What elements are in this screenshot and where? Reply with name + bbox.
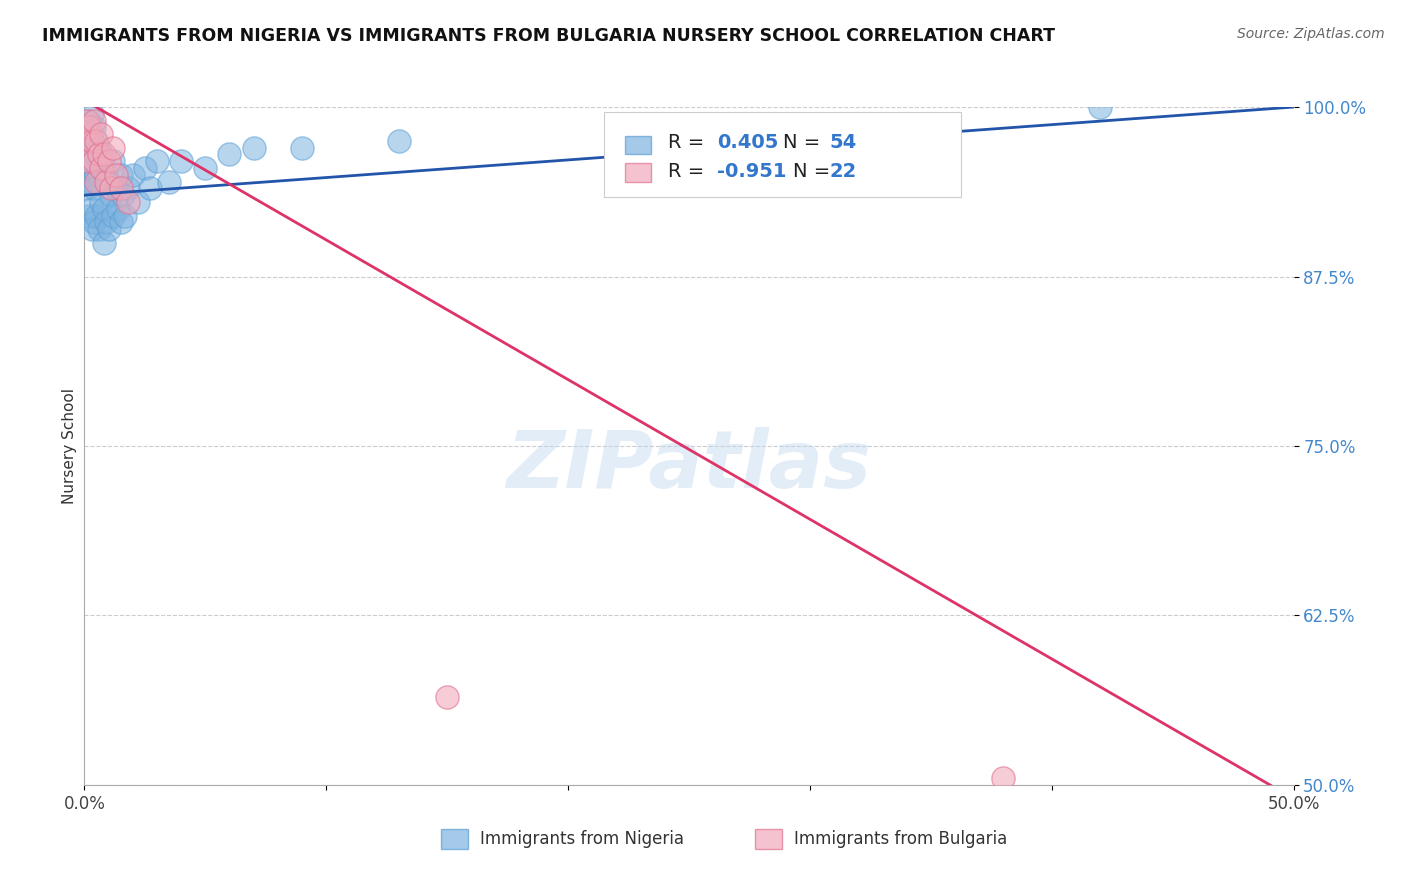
Point (76, 181, 98, 195)
Point (1088, 100, 1111, 114)
Point (218, 147, 240, 161)
Point (121, 168, 143, 182)
Point (86, 134, 108, 148)
Point (83, 147, 105, 161)
FancyBboxPatch shape (755, 829, 782, 849)
Point (90, 161, 112, 175)
Point (77, 134, 100, 148)
Point (76, 134, 98, 148)
Text: 22: 22 (830, 162, 856, 181)
Point (94, 168, 117, 182)
FancyBboxPatch shape (624, 136, 651, 154)
Point (80, 134, 103, 148)
Point (80, 175, 103, 189)
Point (90, 194, 112, 209)
Text: 0.405: 0.405 (717, 134, 778, 153)
Point (138, 181, 160, 195)
Point (97, 175, 120, 189)
Point (80, 202, 103, 216)
Point (117, 194, 139, 209)
Text: IMMIGRANTS FROM NIGERIA VS IMMIGRANTS FROM BULGARIA NURSERY SCHOOL CORRELATION C: IMMIGRANTS FROM NIGERIA VS IMMIGRANTS FR… (42, 27, 1054, 45)
Point (77, 154, 100, 169)
Point (90, 147, 112, 161)
FancyBboxPatch shape (624, 162, 651, 182)
Point (110, 215, 132, 229)
Text: Immigrants from Nigeria: Immigrants from Nigeria (479, 830, 683, 848)
Point (83, 113, 105, 128)
Point (114, 209, 136, 223)
Point (97, 154, 120, 169)
Point (76, 154, 98, 169)
Point (93, 147, 115, 161)
Y-axis label: Nursery School: Nursery School (62, 388, 77, 504)
Point (86, 175, 108, 189)
Point (94, 175, 117, 189)
Point (97, 222, 120, 236)
Point (110, 168, 132, 182)
Point (83, 181, 105, 195)
Point (194, 161, 217, 175)
Point (76, 113, 98, 128)
Point (146, 154, 169, 169)
Point (242, 141, 264, 155)
Text: -0.951: -0.951 (717, 162, 786, 181)
Point (86, 168, 108, 182)
Point (127, 194, 149, 209)
Point (436, 690, 458, 704)
Point (83, 120, 105, 135)
Point (80, 141, 103, 155)
Point (94, 215, 117, 229)
Point (87, 222, 110, 236)
Point (77, 120, 100, 135)
Text: 54: 54 (830, 134, 856, 153)
Point (83, 215, 105, 229)
Point (103, 209, 125, 223)
Point (112, 188, 135, 202)
Point (104, 181, 127, 195)
Point (170, 154, 193, 169)
Point (110, 181, 132, 195)
Point (107, 202, 129, 216)
Point (103, 154, 125, 169)
Text: R =: R = (668, 162, 711, 181)
Point (76, 134, 98, 148)
Point (388, 134, 411, 148)
Point (100, 188, 122, 202)
Point (87, 175, 110, 189)
Point (117, 181, 139, 195)
Point (93, 161, 115, 175)
Text: N =: N = (783, 134, 827, 153)
Point (157, 175, 180, 189)
Text: N =: N = (793, 162, 837, 181)
FancyBboxPatch shape (605, 112, 962, 197)
Point (77, 113, 100, 128)
Point (77, 161, 100, 175)
Point (103, 141, 125, 155)
Point (93, 202, 115, 216)
Point (90, 127, 112, 141)
Point (83, 154, 105, 169)
Text: Source: ZipAtlas.com: Source: ZipAtlas.com (1237, 27, 1385, 41)
Point (93, 235, 115, 250)
Point (77, 209, 100, 223)
Point (993, 771, 1015, 785)
Point (80, 222, 103, 236)
Point (100, 181, 122, 195)
Point (86, 134, 108, 148)
Point (291, 141, 314, 155)
Point (134, 161, 156, 175)
Point (86, 209, 108, 223)
Text: Immigrants from Bulgaria: Immigrants from Bulgaria (794, 830, 1007, 848)
Point (87, 147, 110, 161)
Point (87, 141, 110, 155)
Point (80, 107, 103, 121)
FancyBboxPatch shape (441, 829, 468, 849)
Point (104, 168, 127, 182)
Text: ZIPatlas: ZIPatlas (506, 427, 872, 506)
Text: R =: R = (668, 134, 711, 153)
